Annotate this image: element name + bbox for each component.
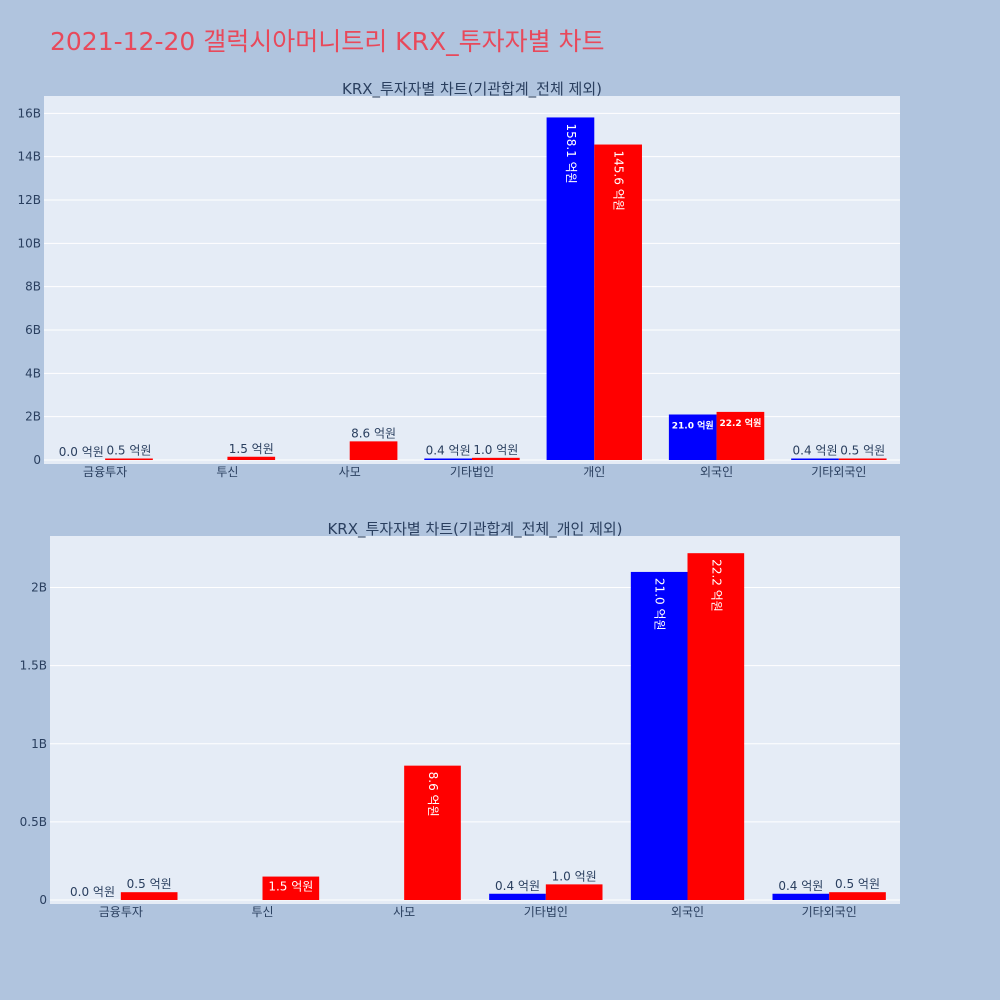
chart-0-x-tick-label: 사모	[339, 465, 361, 479]
chart-1-bar	[829, 892, 886, 900]
chart-0-bar	[668, 414, 717, 460]
chart-1-data-label: 8.6 억원	[426, 772, 440, 817]
chart-0-data-label: 0.5 억원	[840, 444, 885, 458]
chart-0-data-label: 21.0 억원	[672, 420, 714, 432]
chart-0-x-tick-label: 기타법인	[450, 465, 494, 479]
chart-1-x-tick-label: 사모	[393, 905, 415, 919]
chart-0-title: KRX_투자자별 차트(기관합계_전체 제외)	[342, 80, 602, 99]
chart-1-bar	[545, 884, 603, 900]
chart-0-y-tick-label: 12B	[17, 193, 41, 207]
chart-0-bar	[227, 456, 276, 460]
chart-1-data-label: 0.4 억원	[778, 879, 823, 893]
chart-1-data-label: 22.2 억원	[709, 559, 723, 612]
chart-1-x-tick-label: 투신	[251, 905, 273, 919]
chart-0-y-tick-label: 6B	[25, 323, 41, 337]
chart-1-data-label: 0.4 억원	[495, 879, 540, 893]
chart-0-x-tick-label: 금융투자	[83, 465, 127, 479]
chart-0-data-label: 0.5 억원	[106, 444, 151, 458]
chart-1-bar	[687, 553, 745, 900]
chart-1-data-label: 1.0 억원	[552, 869, 597, 883]
chart-0-x-tick-label: 투신	[216, 465, 238, 479]
chart-0-bar	[716, 411, 765, 460]
chart-1-x-tick-label: 외국인	[671, 905, 704, 919]
chart-0-data-label: 158.1 억원	[564, 123, 578, 183]
chart-0-y-tick-label: 10B	[17, 236, 41, 250]
chart-0-x-tick-label: 외국인	[700, 465, 733, 479]
chart-1-bar	[489, 893, 546, 900]
chart-1-y-tick-label: 2B	[31, 581, 47, 595]
chart-0-data-label: 8.6 억원	[351, 426, 396, 440]
chart-0-bar	[546, 117, 595, 460]
chart-1-x-tick-label: 기타외국인	[802, 905, 857, 919]
chart-1-bar	[772, 893, 830, 900]
chart-1-y-tick-label: 1B	[31, 737, 47, 751]
chart-0-bar	[424, 458, 472, 460]
chart-1-plot-area	[50, 536, 900, 904]
chart-0-bar	[838, 458, 887, 460]
chart-1-y-tick-label: 0.5B	[20, 815, 47, 829]
chart-1-bar	[404, 765, 461, 900]
chart-0-data-label: 22.2 억원	[719, 417, 761, 429]
chart-1-data-label: 0.0 억원	[70, 885, 115, 899]
chart-1-bar	[630, 571, 688, 900]
chart-0-data-label: 0.4 억원	[793, 444, 838, 458]
chart-1-bar	[120, 892, 178, 900]
chart-0-y-tick-label: 0	[33, 453, 41, 467]
chart-1-y-tick-label: 1.5B	[20, 659, 47, 673]
chart-1-y-tick-label: 0	[39, 893, 47, 907]
chart-0-plot-area	[44, 96, 900, 464]
chart-0-bar	[105, 458, 153, 460]
chart-1-title: KRX_투자자별 차트(기관합계_전체_개인 제외)	[327, 520, 622, 539]
chart-0-data-label: 1.0 억원	[473, 443, 518, 457]
chart-0-x-tick-label: 기타외국인	[811, 465, 866, 479]
chart-0-data-label: 0.0 억원	[59, 445, 104, 459]
chart-0-y-tick-label: 8B	[25, 280, 41, 294]
chart-1-data-label: 0.5 억원	[835, 877, 880, 891]
chart-0-bar	[349, 441, 398, 460]
chart-0-bar	[791, 458, 839, 460]
chart-0-y-tick-label: 16B	[17, 106, 41, 120]
chart-0-data-label: 145.6 억원	[612, 151, 626, 211]
chart-1-x-tick-label: 기타법인	[524, 905, 568, 919]
chart-1-data-label: 0.5 억원	[127, 877, 172, 891]
page-title: 2021-12-20 갤럭시아머니트리 KRX_투자자별 차트	[50, 27, 605, 56]
chart-0-data-label: 0.4 억원	[426, 444, 471, 458]
chart-0-y-tick-label: 14B	[17, 150, 41, 164]
chart-0-x-tick-label: 개인	[583, 465, 605, 479]
chart-1-data-label: 1.5 억원	[268, 880, 313, 894]
chart-1-x-tick-label: 금융투자	[99, 905, 143, 919]
chart-0-bar	[594, 144, 642, 461]
chart-1-bar	[262, 876, 320, 900]
chart-0-data-label: 1.5 억원	[229, 442, 274, 456]
chart-1-data-label: 21.0 억원	[653, 578, 667, 631]
chart-0-y-tick-label: 4B	[25, 366, 41, 380]
chart-0-bar	[472, 457, 520, 460]
chart-0-y-tick-label: 2B	[25, 410, 41, 424]
